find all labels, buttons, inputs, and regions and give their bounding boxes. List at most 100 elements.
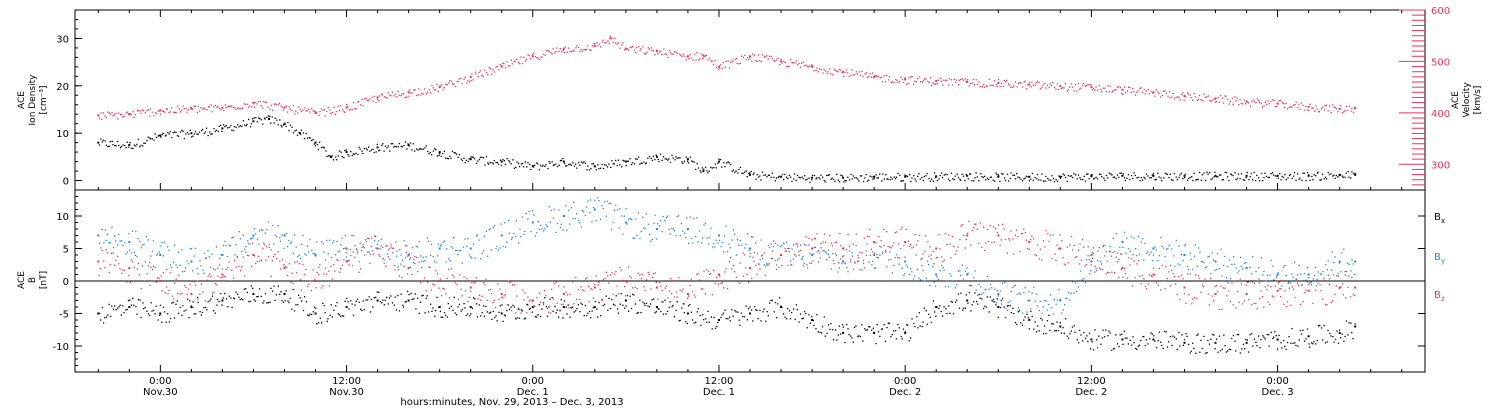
bz-series-sample	[725, 268, 726, 269]
density-series-sample	[272, 116, 273, 117]
bz-series-sample	[1290, 305, 1291, 306]
by-series-sample	[1163, 247, 1164, 248]
by-series-sample	[712, 246, 713, 247]
bx-series-sample	[658, 308, 659, 309]
by-series-sample	[522, 216, 523, 217]
density-series-sample	[937, 180, 938, 181]
bx-series-sample	[348, 308, 349, 309]
bz-series-sample	[1273, 296, 1274, 297]
bz-series-sample	[463, 276, 464, 277]
by-series-sample	[136, 256, 137, 257]
by-series-sample	[273, 243, 274, 244]
by-series-sample	[1267, 285, 1268, 286]
density-series-sample	[1216, 176, 1217, 177]
density-series-sample	[652, 160, 653, 161]
bz-series-sample	[213, 292, 214, 293]
bx-series-sample	[1286, 349, 1287, 350]
bx-series-sample	[579, 311, 580, 312]
density-series-sample	[1111, 174, 1112, 175]
by-series-sample	[1199, 252, 1200, 253]
density-series-sample	[1047, 178, 1048, 179]
by-series-sample	[1313, 280, 1314, 281]
bz-series-sample	[994, 242, 995, 243]
bx-series-sample	[224, 293, 225, 294]
velocity-series-sample	[1137, 90, 1138, 91]
bz-series-sample	[417, 271, 418, 272]
velocity-series-sample	[558, 51, 559, 52]
density-series-sample	[219, 126, 220, 127]
bx-series-sample	[808, 314, 809, 315]
bz-series-sample	[644, 290, 645, 291]
velocity-series-sample	[1177, 96, 1178, 97]
bz-series-point	[966, 235, 968, 237]
density-series-sample	[497, 162, 498, 163]
velocity-series-sample	[337, 106, 338, 107]
density-series-sample	[1145, 178, 1146, 179]
bz-series-sample	[1332, 300, 1333, 301]
density-series-sample	[1029, 180, 1030, 181]
by-series-sample	[614, 210, 615, 211]
bx-series-sample	[1018, 311, 1019, 312]
velocity-series-sample	[856, 71, 857, 72]
velocity-series-sample	[244, 103, 245, 104]
top-left-label-line: Ion Density	[28, 74, 38, 126]
by-series-sample	[729, 243, 730, 244]
bz-series-sample	[633, 294, 634, 295]
bz-series-sample	[672, 280, 673, 281]
density-series-sample	[668, 158, 669, 159]
velocity-series-sample	[872, 72, 873, 73]
bx-series-sample	[226, 298, 227, 299]
by-series-sample	[516, 220, 517, 221]
bz-series-sample	[1231, 282, 1232, 283]
density-series-point	[439, 151, 441, 153]
density-series-sample	[874, 178, 875, 179]
density-series-sample	[1322, 174, 1323, 175]
bx-series-sample	[121, 314, 122, 315]
bz-series-sample	[713, 270, 714, 271]
velocity-series-sample	[406, 97, 407, 98]
bx-series-sample	[914, 326, 915, 327]
density-series-sample	[442, 153, 443, 154]
bz-series-sample	[795, 243, 796, 244]
bz-series-sample	[414, 256, 415, 257]
by-series-sample	[635, 218, 636, 219]
velocity-series-sample	[1073, 90, 1074, 91]
bx-series-sample	[660, 311, 661, 312]
density-series-sample	[895, 178, 896, 179]
velocity-series-sample	[881, 77, 882, 78]
bx-series-sample	[1028, 317, 1029, 318]
bz-series-sample	[916, 244, 917, 245]
density-series-sample	[1177, 179, 1178, 180]
bx-series-sample	[343, 316, 344, 317]
density-series-sample	[762, 172, 763, 173]
velocity-series-sample	[1118, 86, 1119, 87]
bz-series-sample	[326, 274, 327, 275]
density-series-sample	[107, 146, 108, 147]
density-series-sample	[1261, 173, 1262, 174]
velocity-series-sample	[1162, 95, 1163, 96]
bx-series-sample	[136, 314, 137, 315]
bx-series-sample	[1185, 333, 1186, 334]
velocity-series-sample	[150, 108, 151, 109]
density-series-sample	[266, 117, 267, 118]
density-series-sample	[598, 168, 599, 169]
by-series-sample	[426, 256, 427, 257]
density-series-sample	[174, 131, 175, 132]
bz-series-sample	[1101, 263, 1102, 264]
velocity-series-sample	[974, 84, 975, 85]
bz-series-sample	[1302, 301, 1303, 302]
bz-series-sample	[913, 246, 914, 247]
bz-series-sample	[1305, 290, 1306, 291]
by-series-sample	[1259, 282, 1260, 283]
velocity-series-sample	[1235, 100, 1236, 101]
bz-series-sample	[1297, 283, 1298, 284]
bz-series-sample	[1059, 234, 1060, 235]
by-series-sample	[304, 253, 305, 254]
by-series-sample	[958, 271, 959, 272]
by-series-sample	[801, 258, 802, 259]
velocity-series-sample	[1045, 87, 1046, 88]
density-series-sample	[1070, 176, 1071, 177]
by-series-sample	[598, 200, 599, 201]
density-series-sample	[1255, 180, 1256, 181]
velocity-series-sample	[1349, 106, 1350, 107]
